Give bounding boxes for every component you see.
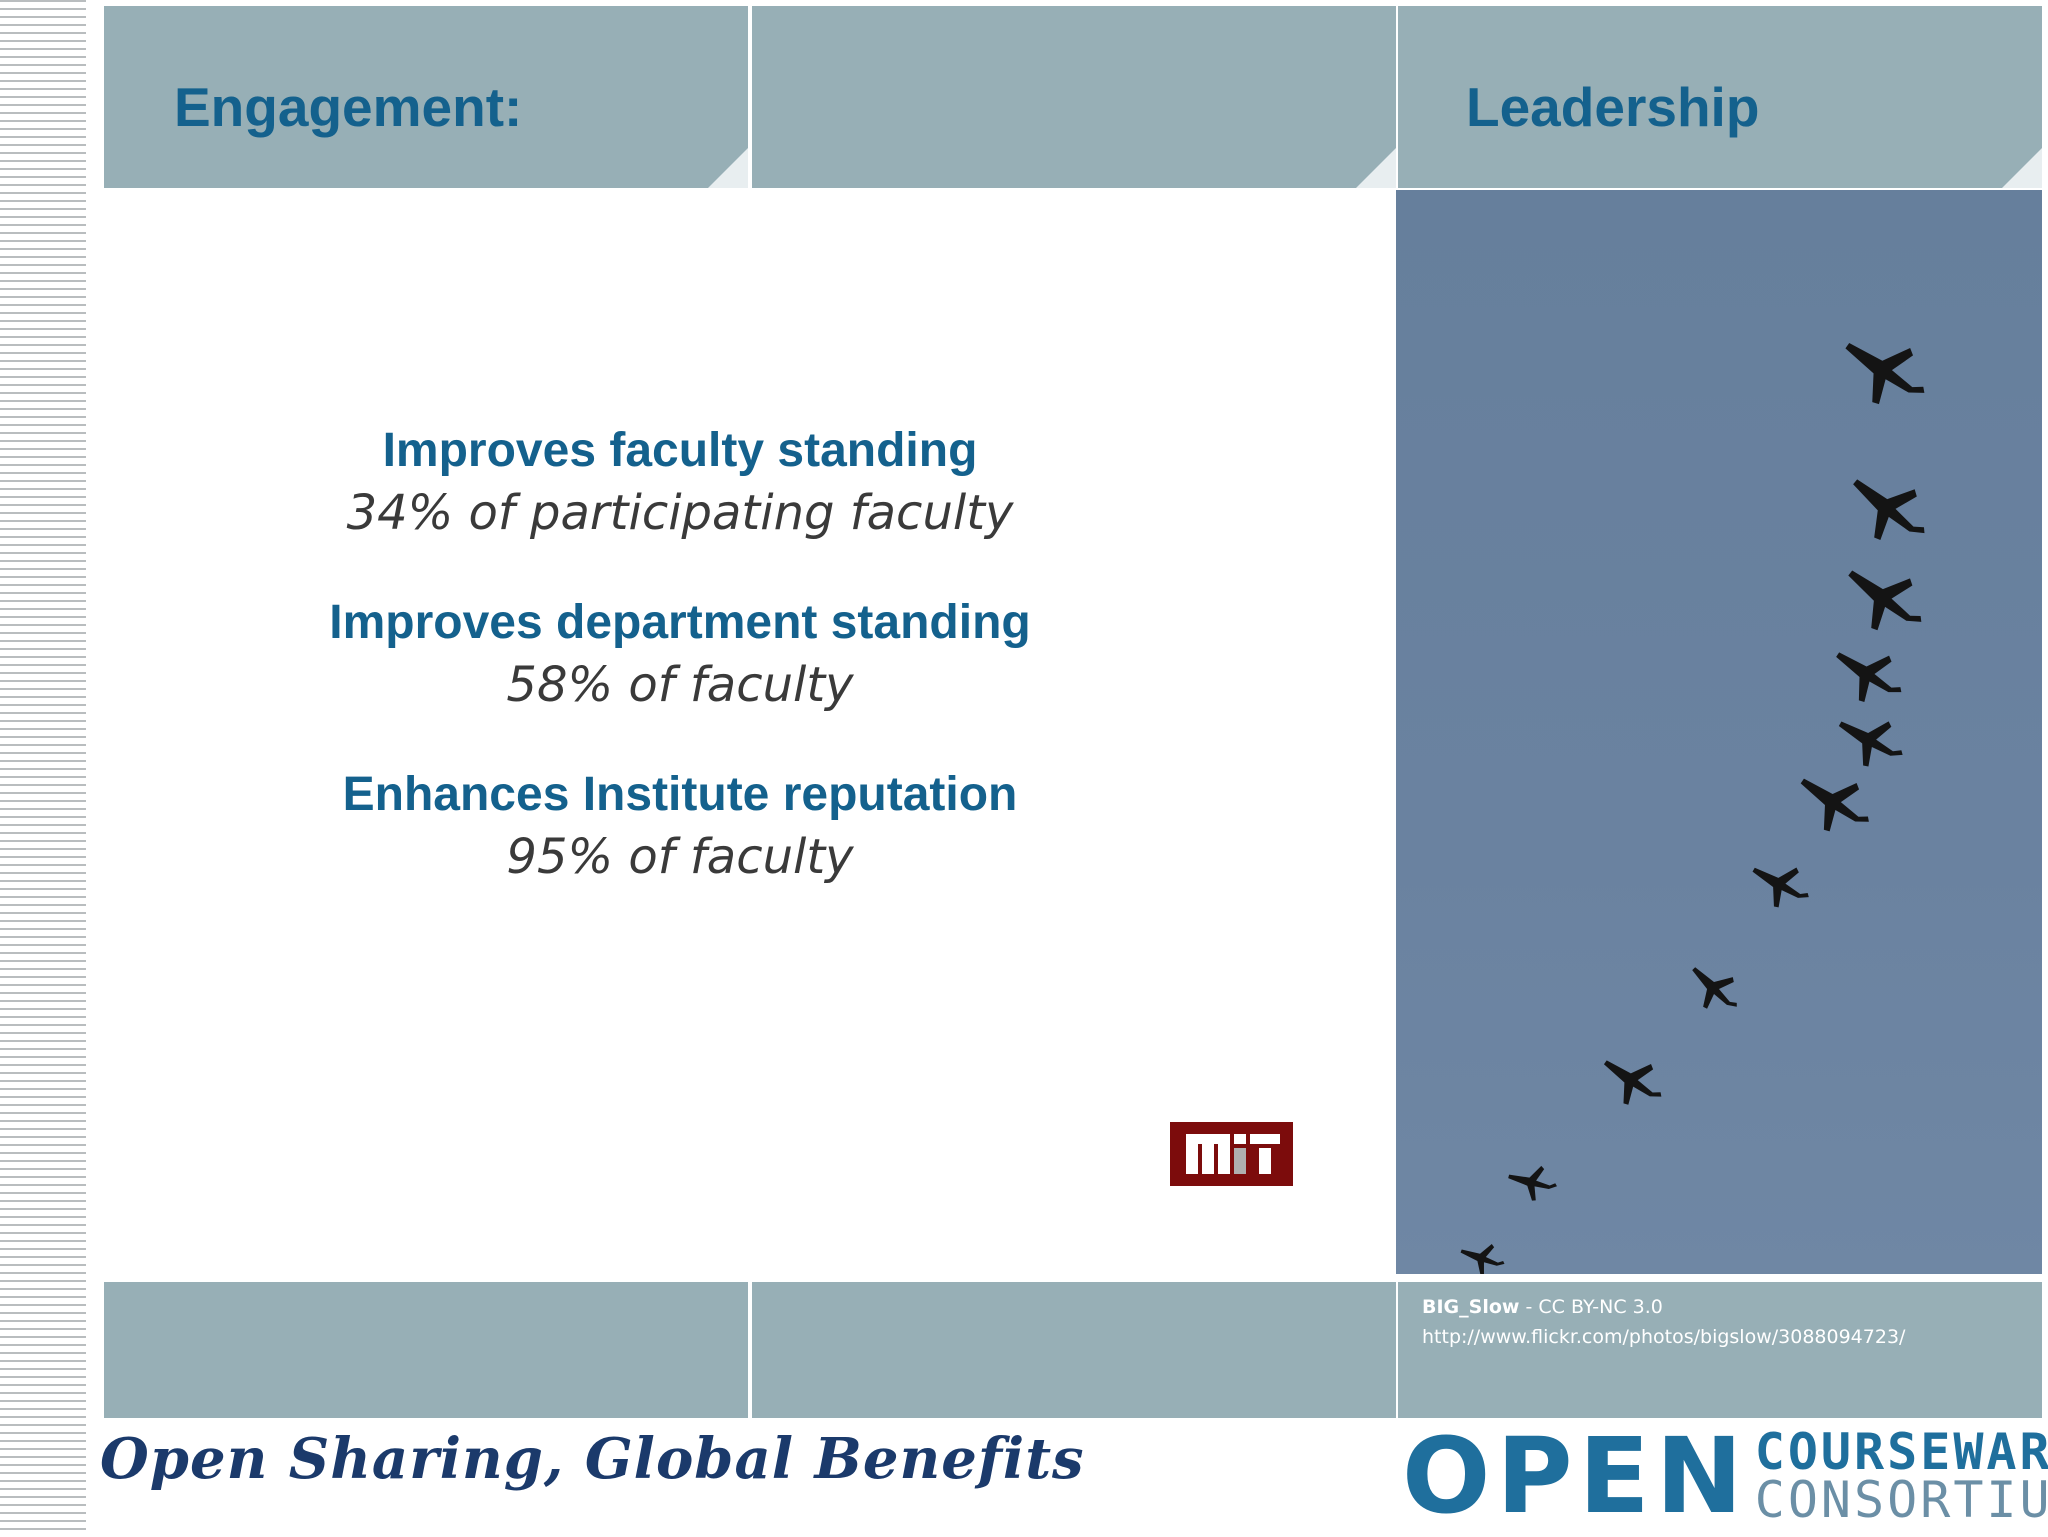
ocw-logo-courseware: COURSEWARE [1754, 1423, 2048, 1481]
header-panel-right [1398, 6, 2042, 188]
stat-value: 58% of faculty [506, 657, 854, 713]
ocw-logo-consortium: CONSORTIUM [1754, 1471, 2048, 1529]
stat-title: Improves department standing [329, 596, 1031, 649]
stat-title: Enhances Institute reputation [342, 768, 1018, 821]
ocw-consortium-logo: OPEN COURSEWARE CONSORTIUM [1402, 1415, 2048, 1537]
geese-photo [1396, 190, 2042, 1274]
slide-subtitle: Leadership [1466, 76, 1760, 138]
stat-title: Improves faculty standing [382, 424, 978, 477]
header-panel-left [104, 6, 748, 188]
striped-margin [0, 0, 86, 1536]
slide-title: Engagement: [174, 76, 523, 138]
footer-panel-right [1398, 1282, 2042, 1418]
header-panel-middle [752, 6, 1396, 188]
footer-panel-left [104, 1282, 748, 1418]
flying-geese-icon [1455, 317, 1943, 1274]
credit-license: - CC BY-NC 3.0 [1519, 1296, 1663, 1318]
footer-panel-middle [752, 1282, 1396, 1418]
credit-author: BIG_Slow [1422, 1296, 1520, 1318]
stat-item: Improves faculty standing 34% of partici… [300, 420, 1060, 544]
ocw-logo-open: OPEN [1402, 1415, 1749, 1537]
stat-item: Improves department standing 58% of facu… [300, 592, 1060, 716]
mit-logo-icon [1170, 1122, 1293, 1186]
image-credit: BIG_Slow - CC BY-NC 3.0 http://www.flick… [1422, 1292, 1905, 1352]
stats-list: Improves faculty standing 34% of partici… [300, 420, 1060, 936]
stat-value: 95% of faculty [506, 829, 854, 885]
stat-item: Enhances Institute reputation 95% of fac… [300, 764, 1060, 888]
credit-url[interactable]: http://www.flickr.com/photos/bigslow/308… [1422, 1326, 1906, 1348]
tagline: Open Sharing, Global Benefits [100, 1426, 1085, 1492]
stat-value: 34% of participating faculty [346, 485, 1014, 541]
